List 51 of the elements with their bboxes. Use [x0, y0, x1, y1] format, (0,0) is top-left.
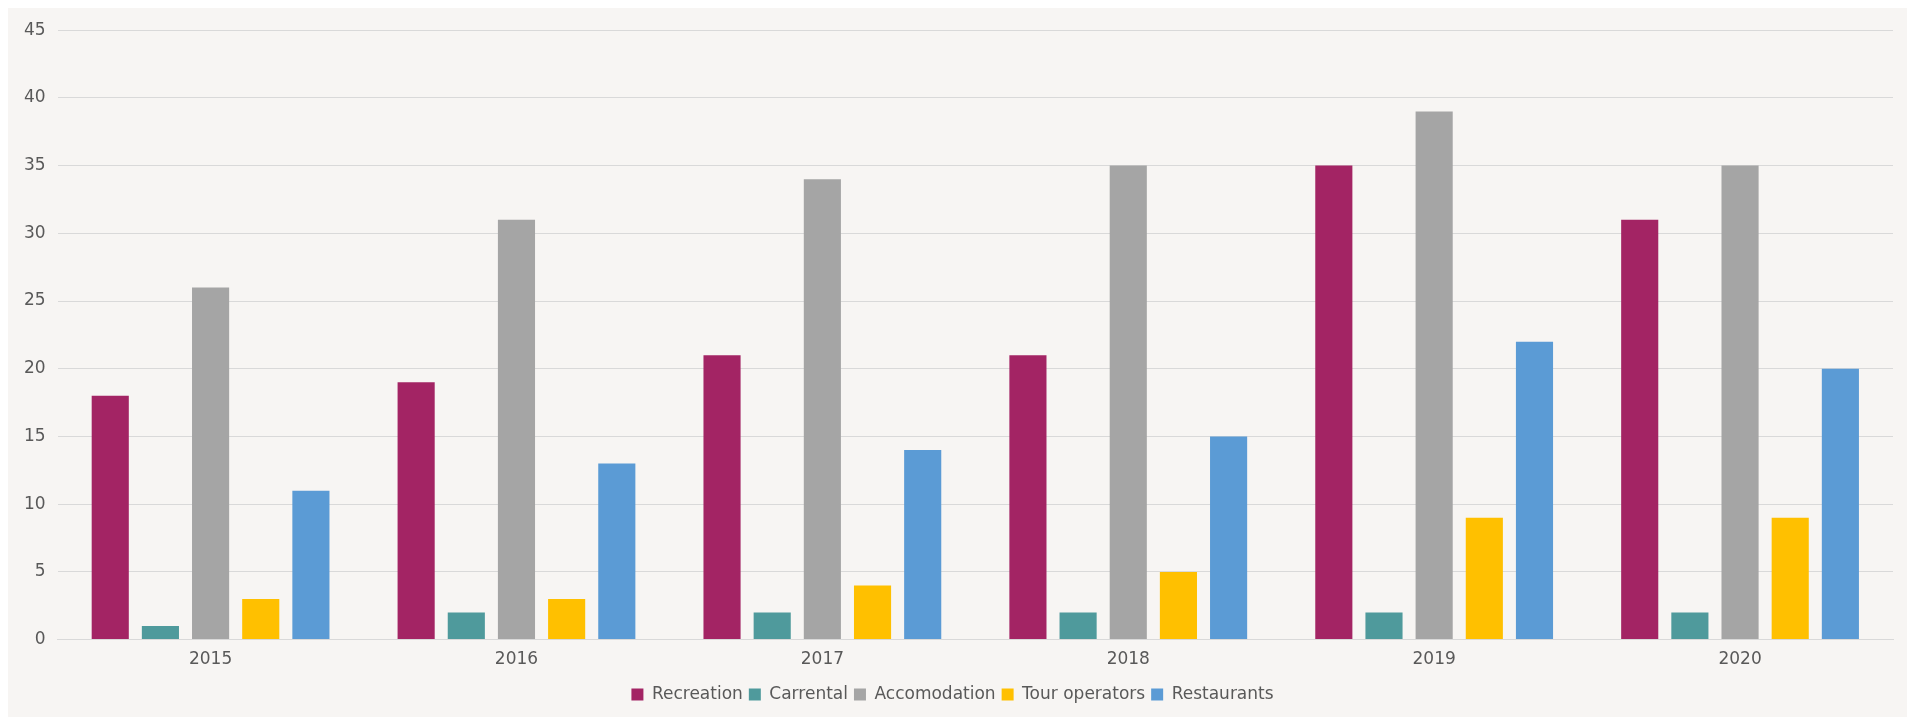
bar [1415, 111, 1453, 640]
bar [497, 219, 536, 640]
y-tick-label: 40 [23, 86, 46, 107]
legend-label: Restaurants [1171, 682, 1274, 703]
legend-label: Carrental [769, 682, 848, 703]
x-tick-label: 2018 [1106, 648, 1150, 669]
y-tick-label: 45 [23, 18, 46, 39]
x-tick-label: 2016 [494, 648, 539, 669]
bar [598, 463, 636, 640]
bar [91, 395, 129, 640]
x-tick-label: 2020 [1718, 648, 1762, 669]
bar [1109, 165, 1147, 640]
bar [1009, 355, 1047, 640]
bar [192, 287, 230, 640]
bar [803, 179, 841, 640]
bar [397, 382, 435, 640]
y-tick-label: 10 [23, 492, 46, 513]
bar [703, 355, 741, 640]
bar [853, 585, 892, 640]
bar [548, 598, 586, 640]
x-tick-label: 2019 [1412, 648, 1456, 669]
x-tick-label: 2017 [800, 648, 844, 669]
bar [1621, 219, 1659, 640]
bar [292, 490, 330, 640]
y-tick-label: 15 [23, 424, 46, 445]
bar [1721, 165, 1759, 640]
bar [1159, 571, 1197, 640]
y-tick-label: 35 [23, 154, 46, 175]
legend-label: Accomodation [874, 682, 996, 703]
bar [447, 612, 485, 640]
bar [1771, 517, 1809, 640]
bar [141, 626, 179, 640]
bar [1515, 341, 1554, 640]
bar [1210, 436, 1248, 640]
y-tick-label: 20 [23, 357, 46, 378]
bar [904, 450, 942, 640]
bar [242, 598, 280, 640]
legend-label: Recreation [651, 682, 743, 703]
y-tick-label: 0 [34, 628, 46, 649]
y-tick-label: 5 [34, 560, 46, 581]
bar [1821, 368, 1859, 640]
y-tick-label: 30 [23, 221, 46, 242]
bar [753, 612, 791, 640]
bar [1365, 612, 1403, 640]
bar [1671, 612, 1709, 640]
y-tick-label: 25 [23, 289, 46, 310]
bar [1465, 517, 1503, 640]
bar [1059, 612, 1097, 640]
legend-label: Tour operators [1021, 682, 1146, 703]
bar [1315, 165, 1353, 640]
x-tick-label: 2015 [188, 648, 233, 669]
